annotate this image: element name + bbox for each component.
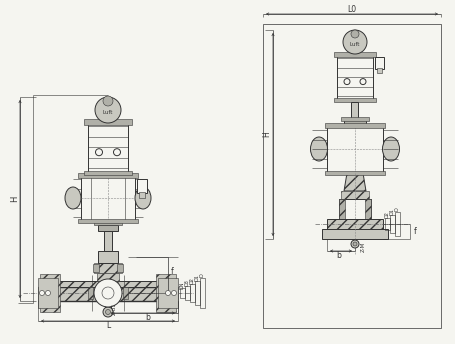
Bar [338, 199, 370, 219]
Bar [336, 54, 372, 100]
Bar [40, 274, 60, 312]
FancyBboxPatch shape [336, 134, 372, 164]
Bar [394, 212, 399, 236]
Circle shape [103, 307, 113, 317]
Ellipse shape [310, 137, 327, 161]
Bar [326, 125, 382, 173]
FancyBboxPatch shape [91, 183, 125, 213]
Text: D3: D3 [185, 280, 190, 287]
Text: D1: D1 [389, 208, 394, 215]
Circle shape [40, 290, 45, 295]
Circle shape [94, 279, 122, 307]
Bar [195, 281, 200, 305]
Circle shape [350, 30, 358, 38]
Bar [88, 287, 93, 299]
Bar [117, 264, 123, 272]
Circle shape [46, 290, 51, 295]
Bar [324, 123, 384, 128]
Bar [200, 278, 205, 308]
Bar [48, 281, 167, 287]
Bar [139, 192, 145, 198]
Bar [185, 286, 190, 300]
Bar [351, 102, 358, 120]
Bar [263, 24, 440, 328]
Bar [156, 274, 176, 312]
Bar [38, 278, 58, 308]
Bar [190, 284, 195, 302]
Text: f: f [170, 267, 173, 276]
Circle shape [171, 290, 176, 295]
Ellipse shape [65, 187, 81, 209]
Bar [321, 229, 387, 239]
Polygon shape [124, 281, 134, 301]
Ellipse shape [382, 137, 399, 161]
Bar [333, 98, 375, 102]
Text: H: H [10, 196, 20, 202]
Circle shape [95, 97, 121, 123]
Bar [333, 52, 375, 57]
Ellipse shape [135, 187, 151, 209]
Bar [180, 288, 185, 298]
Bar [324, 171, 384, 175]
Bar [84, 119, 131, 125]
Text: D2: D2 [190, 278, 195, 284]
Text: b: b [336, 251, 341, 260]
Text: D2: D2 [384, 212, 389, 218]
Bar [104, 231, 112, 251]
Circle shape [113, 149, 120, 156]
Bar [78, 173, 138, 178]
Bar [338, 199, 344, 219]
Bar [81, 175, 135, 221]
Bar [340, 191, 368, 199]
Text: D1: D1 [195, 275, 200, 281]
Circle shape [342, 30, 366, 54]
Bar [105, 301, 111, 309]
Text: Z-M: Z-M [360, 242, 365, 252]
Circle shape [350, 240, 358, 248]
Circle shape [352, 242, 356, 246]
Bar [38, 287, 177, 301]
Circle shape [103, 96, 113, 106]
Bar [136, 179, 147, 193]
Text: Z-d1: Z-d1 [111, 303, 116, 315]
Bar [84, 171, 131, 175]
Bar [97, 273, 119, 281]
Bar [326, 219, 382, 229]
Polygon shape [343, 173, 365, 191]
Bar [389, 215, 394, 233]
Circle shape [359, 78, 365, 85]
Bar [376, 68, 381, 73]
Text: f: f [413, 227, 415, 236]
Bar [94, 263, 122, 273]
Text: L: L [106, 322, 110, 331]
Bar [123, 287, 128, 299]
Bar [374, 57, 383, 69]
Bar [93, 264, 99, 272]
Circle shape [343, 78, 349, 85]
Text: D: D [394, 207, 399, 211]
Bar [340, 117, 368, 121]
Circle shape [165, 290, 170, 295]
Text: DN: DN [180, 281, 185, 289]
Text: Luft: Luft [349, 42, 359, 46]
Bar [98, 251, 118, 263]
Text: L0: L0 [347, 4, 356, 13]
Text: D: D [200, 273, 205, 277]
Bar [94, 221, 122, 225]
Bar [343, 120, 365, 125]
Bar [78, 219, 138, 223]
Text: Luft: Luft [102, 109, 113, 115]
Circle shape [95, 149, 102, 156]
Circle shape [105, 310, 110, 314]
Bar [88, 121, 128, 173]
Bar [364, 199, 370, 219]
Bar [157, 278, 177, 308]
Polygon shape [82, 281, 92, 301]
Text: H: H [262, 132, 271, 137]
Circle shape [102, 287, 114, 299]
Text: b: b [145, 312, 150, 322]
Bar [98, 225, 118, 231]
Bar [384, 218, 389, 230]
